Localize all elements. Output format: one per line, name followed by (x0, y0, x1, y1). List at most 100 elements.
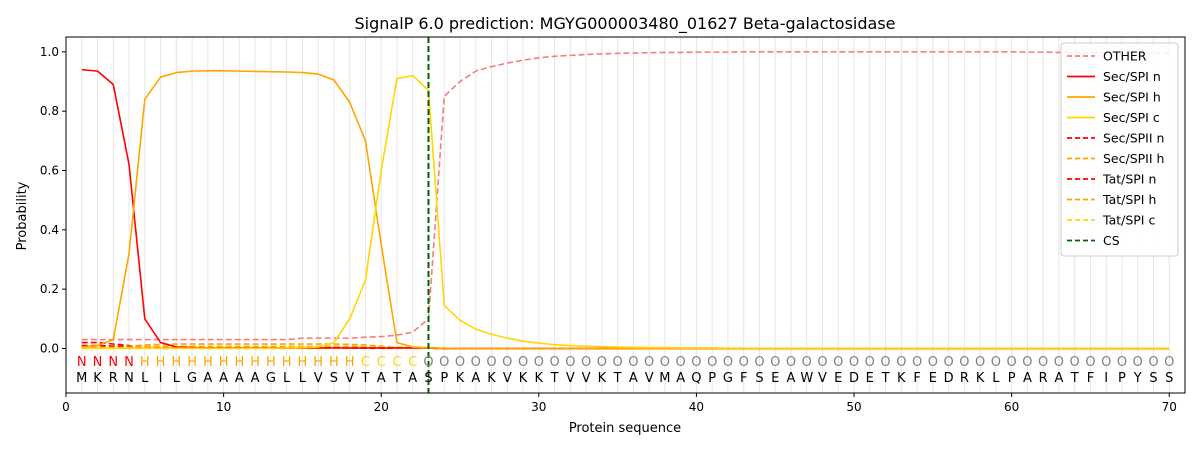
region-label: O (1117, 355, 1127, 370)
region-label: O (581, 355, 591, 370)
residue-label: V (314, 371, 323, 386)
region-label: H (140, 355, 150, 370)
residue-label: V (345, 371, 354, 386)
region-label: O (423, 355, 433, 370)
residue-label: K (519, 371, 528, 386)
x-tick-label: 0 (62, 400, 70, 414)
region-label: O (518, 355, 528, 370)
residue-label: P (1118, 371, 1126, 386)
region-label: O (1007, 355, 1017, 370)
residue-label: R (1039, 371, 1048, 386)
residue-label: G (266, 371, 276, 386)
region-label: C (361, 355, 370, 370)
residue-label: V (566, 371, 575, 386)
region-label: H (203, 355, 213, 370)
region-label: O (770, 355, 780, 370)
region-label: C (408, 355, 417, 370)
residue-label: W (800, 371, 813, 386)
region-label: O (455, 355, 465, 370)
residue-label: Y (1133, 371, 1142, 386)
region-label: O (597, 355, 607, 370)
x-tick-label: 30 (531, 400, 546, 414)
residue-label: S (1149, 371, 1157, 386)
region-label: O (975, 355, 985, 370)
region-label: O (912, 355, 922, 370)
residue-label: L (173, 371, 181, 386)
region-label: O (865, 355, 875, 370)
residue-label: S (424, 371, 432, 386)
residue-label: M (659, 371, 670, 386)
region-label: O (1085, 355, 1095, 370)
residue-label: Q (691, 371, 701, 386)
residue-label: L (283, 371, 291, 386)
region-label: H (156, 355, 166, 370)
region-label: O (486, 355, 496, 370)
region-label: N (108, 355, 118, 370)
region-label: H (171, 355, 181, 370)
residue-label: A (219, 371, 228, 386)
region-label: O (754, 355, 764, 370)
residue-label: L (299, 371, 307, 386)
region-label: O (943, 355, 953, 370)
residue-label: A (1054, 371, 1063, 386)
residue-label: E (929, 371, 937, 386)
region-label: N (124, 355, 134, 370)
x-axis-label: Protein sequence (569, 421, 681, 436)
region-label: H (234, 355, 244, 370)
region-label: O (849, 355, 859, 370)
residue-label: A (377, 371, 386, 386)
y-tick-label: 0.8 (40, 104, 59, 118)
region-label: O (991, 355, 1001, 370)
residue-label: V (645, 371, 654, 386)
residue-label: S (330, 371, 338, 386)
legend-label: Tat/SPI c (1102, 213, 1155, 228)
residue-label: K (976, 371, 985, 386)
legend-label: Tat/SPI n (1102, 172, 1156, 187)
residue-label: A (203, 371, 212, 386)
region-label: O (439, 355, 449, 370)
residue-label: E (866, 371, 874, 386)
region-label: O (1164, 355, 1174, 370)
region-label: O (723, 355, 733, 370)
region-label: O (660, 355, 670, 370)
residue-label: E (771, 371, 779, 386)
region-label: O (565, 355, 575, 370)
residue-label: V (582, 371, 591, 386)
series-line-other (81, 51, 1170, 341)
residue-label: P (440, 371, 448, 386)
region-label: O (786, 355, 796, 370)
residue-label: A (676, 371, 685, 386)
residue-label: A (629, 371, 638, 386)
residue-label: V (818, 371, 827, 386)
residue-label: T (1070, 371, 1079, 386)
region-label: O (1054, 355, 1064, 370)
region-label: O (707, 355, 717, 370)
region-label: O (1148, 355, 1158, 370)
residue-label: P (708, 371, 716, 386)
region-label: H (329, 355, 339, 370)
residue-label: F (1087, 371, 1094, 386)
residue-label: A (471, 371, 480, 386)
series-lines (81, 51, 1170, 350)
residue-label: K (535, 371, 544, 386)
axis-ticks: 0 10 20 30 40 50 60 70 0.0 0.2 0.4 0.6 0.8 1.0 (40, 45, 1177, 414)
region-label: O (1022, 355, 1032, 370)
region-label: H (345, 355, 355, 370)
region-label: C (377, 355, 386, 370)
residue-label: K (487, 371, 496, 386)
y-tick-label: 0.4 (40, 223, 59, 237)
region-label: N (93, 355, 103, 370)
y-axis-label: Probability (15, 181, 30, 250)
series-line-sec-spi-h (81, 70, 1170, 350)
residue-label: K (456, 371, 465, 386)
region-label: O (880, 355, 890, 370)
residue-label: A (408, 371, 417, 386)
residue-label: I (159, 371, 163, 386)
x-tick-label: 10 (216, 400, 231, 414)
series-line-sec-spi-n (81, 68, 1170, 350)
plot-frame (65, 36, 1186, 394)
residue-label: A (235, 371, 244, 386)
legend-label: Sec/SPI h (1103, 90, 1161, 105)
